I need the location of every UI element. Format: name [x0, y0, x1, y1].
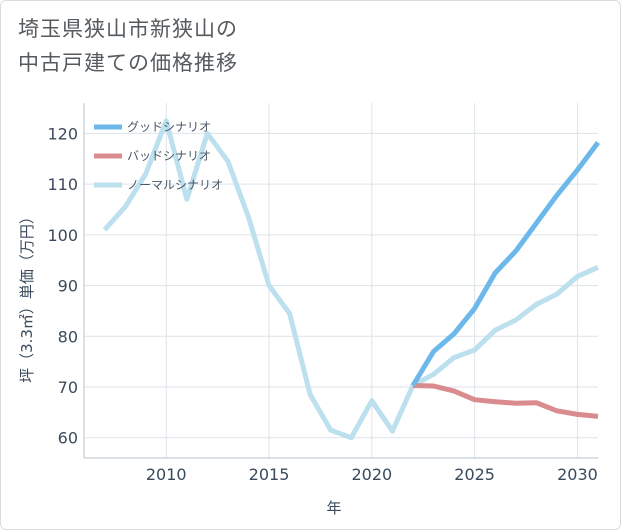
x-tick-label: 2015 [249, 465, 290, 484]
x-tick-label: 2020 [351, 465, 392, 484]
x-tick-label: 2010 [146, 465, 187, 484]
series-line-normal [102, 118, 600, 441]
chart-title: 埼玉県狭山市新狭山の 中古戸建ての価格推移 [18, 12, 458, 80]
grid [84, 103, 598, 458]
y-tick-label: 100 [47, 226, 78, 245]
y-tick-label: 120 [47, 124, 78, 143]
chart-title-line-1: 埼玉県狭山市新狭山の [18, 17, 238, 41]
series-lines [102, 118, 600, 441]
series-line-bad [412, 382, 599, 419]
y-tick-label: 80 [58, 327, 78, 346]
legend-label-normal: ノーマルシナリオ [127, 178, 223, 192]
x-axis-title: 年 [326, 499, 341, 517]
y-tick-label: 90 [58, 277, 78, 296]
x-tick-label: 2030 [557, 465, 598, 484]
series-line-good [410, 141, 600, 387]
x-tick-label: 2025 [454, 465, 495, 484]
y-tick-label: 70 [58, 378, 78, 397]
chart-title-line-2: 中古戸建ての価格推移 [18, 51, 238, 75]
legend-label-bad: バッドシナリオ [127, 149, 211, 163]
axes: 60 70 80 90 100 110 120 2010 2015 2020 2025 2030 [47, 103, 598, 484]
plot-area [84, 103, 598, 458]
legend-label-good: グッドシナリオ [127, 120, 211, 134]
y-tick-label: 110 [47, 175, 78, 194]
y-tick-label: 60 [58, 429, 78, 448]
y-axis-title: 坪（3.3㎡）単価（万円） [18, 209, 36, 383]
